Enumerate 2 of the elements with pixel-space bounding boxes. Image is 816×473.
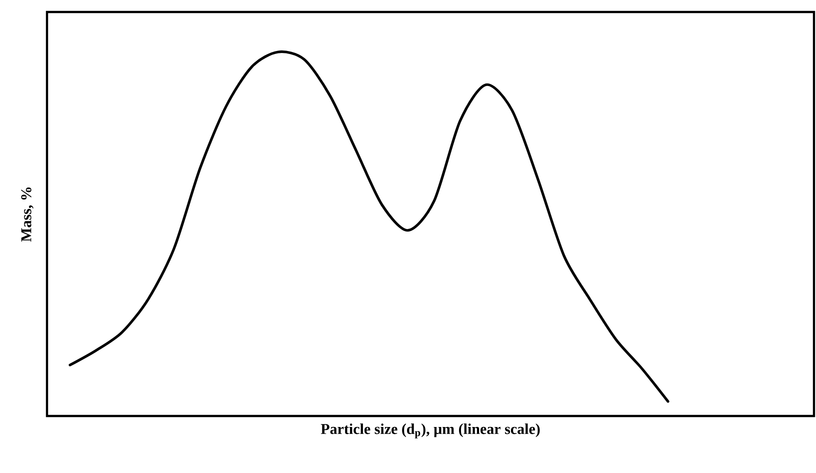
x-axis-title: Particle size (d$_{p}$), μm (linear scale)	[320, 424, 540, 438]
y-axis-title: Mass, %	[21, 187, 34, 242]
